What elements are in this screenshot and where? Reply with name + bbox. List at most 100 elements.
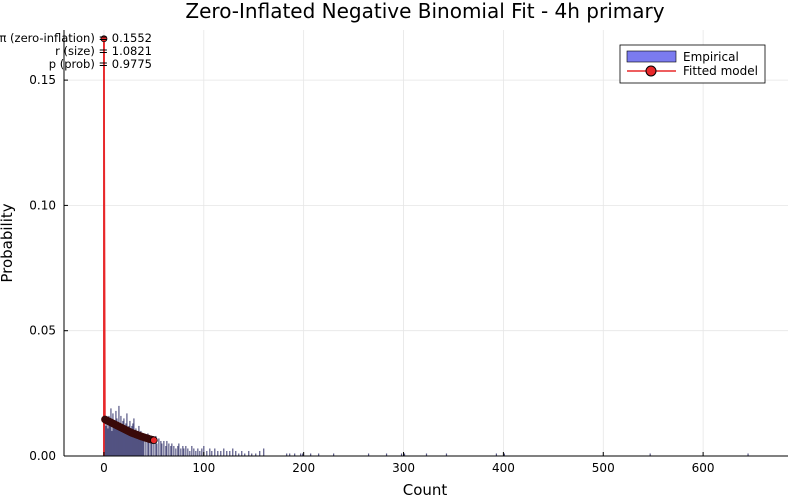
y-tick-label: 0.00: [29, 449, 56, 463]
empirical-bar: [223, 448, 225, 456]
empirical-bar: [114, 425, 116, 456]
y-tick-label: 0.05: [29, 324, 56, 338]
empirical-bar: [241, 450, 243, 456]
empirical-bar: [238, 453, 240, 456]
empirical-bar: [244, 453, 246, 456]
empirical-bar: [123, 418, 125, 456]
empirical-bar: [104, 418, 106, 456]
empirical-bar: [137, 435, 139, 456]
annotation-zero-inflation: π (zero-inflation) = 0.1552: [0, 31, 152, 45]
empirical-bar: [120, 415, 122, 456]
empirical-bar: [124, 433, 126, 456]
empirical-bar: [140, 430, 142, 456]
empirical-bar: [117, 428, 119, 456]
empirical-bar: [177, 445, 179, 456]
empirical-bar: [135, 428, 137, 456]
empirical-bar: [175, 448, 177, 456]
empirical-bar: [178, 443, 180, 456]
empirical-bar: [110, 408, 112, 456]
x-tick-label: 200: [292, 461, 315, 475]
empirical-bar: [129, 420, 131, 456]
empirical-bar: [206, 450, 208, 456]
empirical-bar: [185, 445, 187, 456]
empirical-bar: [147, 433, 149, 456]
empirical-bar: [143, 435, 145, 456]
x-tick-label: 500: [592, 461, 615, 475]
empirical-bar: [226, 450, 228, 456]
empirical-bar: [107, 428, 109, 456]
legend-label-fitted: Fitted model: [683, 64, 758, 78]
empirical-bar: [187, 448, 189, 456]
x-axis-title: Count: [403, 481, 448, 499]
empirical-bar: [153, 440, 155, 456]
empirical-bar: [294, 453, 296, 456]
empirical-bar: [160, 440, 162, 456]
empirical-bar: [235, 450, 237, 456]
annotation-block: π (zero-inflation) = 0.1552 r (size) = 1…: [0, 31, 152, 71]
empirical-bar: [217, 450, 219, 456]
empirical-bar: [136, 430, 138, 456]
annotation-prob: p (prob) = 0.9775: [49, 57, 152, 71]
axes-layer: 0 100 200 300 400 500 600 0.00 0.05 0.10 0.15: [29, 30, 788, 475]
empirical-bar: [211, 450, 213, 456]
empirical-bar: [148, 440, 150, 456]
empirical-bar: [310, 453, 312, 456]
empirical-bar: [166, 440, 168, 456]
empirical-bar: [112, 413, 114, 456]
empirical-bar: [649, 453, 651, 456]
empirical-bar: [170, 445, 172, 456]
legend-label-empirical: Empirical: [683, 50, 739, 64]
fit-layer: [100, 35, 158, 456]
empirical-bar: [130, 430, 132, 456]
empirical-bar: [445, 453, 448, 456]
legend-swatch-empirical: [626, 50, 677, 63]
empirical-bar: [113, 420, 115, 456]
empirical-bar: [108, 415, 110, 456]
fitted-model-point: [100, 35, 108, 43]
empirical-bar: [201, 448, 203, 456]
empirical-bar: [255, 453, 257, 456]
empirical-bar: [126, 413, 128, 456]
empirical-bar: [128, 425, 130, 456]
empirical-bar: [134, 433, 136, 456]
empirical-bar: [173, 445, 175, 456]
empirical-bar: [119, 423, 121, 456]
empirical-bar: [232, 448, 234, 456]
empirical-bar: [747, 453, 749, 456]
empirical-bar: [122, 420, 124, 456]
empirical-bar: [161, 443, 163, 456]
empirical-bar: [203, 445, 205, 456]
empirical-bar: [138, 425, 140, 456]
empirical-bar: [131, 425, 133, 456]
empirical-bar: [156, 443, 158, 456]
empirical-bar: [300, 453, 302, 456]
empirical-bar: [183, 448, 185, 456]
x-tick-label: 100: [192, 461, 215, 475]
empirical-bar: [182, 445, 184, 456]
empirical-bar: [197, 448, 199, 456]
bars-layer: [103, 40, 749, 456]
empirical-bar: [116, 418, 118, 456]
empirical-bar: [163, 440, 165, 456]
empirical-bar: [125, 423, 127, 456]
empirical-bar: [400, 453, 403, 456]
empirical-bar: [251, 453, 253, 456]
empirical-bar: [145, 438, 147, 456]
empirical-bar: [180, 448, 182, 456]
empirical-bar: [121, 425, 123, 456]
y-axis-title: Probability: [0, 203, 16, 282]
empirical-bar: [259, 450, 261, 456]
empirical-bar: [171, 443, 173, 456]
empirical-bar: [302, 453, 304, 456]
empirical-bar: [158, 438, 160, 456]
empirical-bar: [403, 453, 406, 456]
empirical-bar: [151, 438, 153, 456]
empirical-bar: [111, 430, 113, 456]
empirical-bar: [142, 433, 144, 456]
empirical-bar: [127, 428, 129, 456]
empirical-bar: [168, 443, 170, 456]
empirical-bar: [141, 438, 143, 456]
empirical-bar: [248, 450, 250, 456]
